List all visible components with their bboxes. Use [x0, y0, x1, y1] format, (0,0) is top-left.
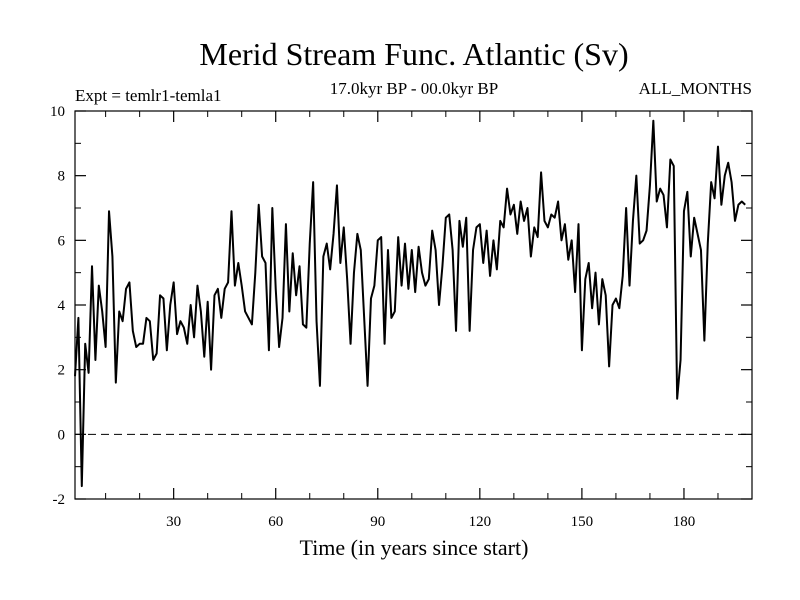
months-label: ALL_MONTHS — [639, 79, 752, 98]
y-tick-label: 8 — [58, 169, 66, 185]
y-tick-label: 0 — [58, 427, 66, 443]
y-tick-label: 6 — [58, 233, 66, 249]
x-axis-label: Time (in years since start) — [300, 535, 529, 560]
chart-title: Merid Stream Func. Atlantic (Sv) — [199, 36, 628, 72]
y-tick-label: 10 — [50, 104, 65, 120]
x-tick-label: 120 — [469, 514, 492, 530]
x-tick-label: 180 — [673, 514, 696, 530]
y-tick-label: 2 — [58, 363, 66, 379]
y-tick-label: 4 — [58, 298, 66, 314]
x-tick-label: 60 — [268, 514, 283, 530]
x-tick-label: 90 — [370, 514, 385, 530]
experiment-label: Expt = temlr1-temla1 — [75, 86, 222, 105]
plot-frame — [74, 110, 753, 500]
series-line-0 — [74, 119, 746, 488]
x-tick-label: 30 — [166, 514, 181, 530]
y-tick-label: -2 — [53, 492, 66, 508]
x-tick-label: 150 — [571, 514, 594, 530]
chart-subtitle: 17.0kyr BP - 00.0kyr BP — [330, 79, 498, 98]
